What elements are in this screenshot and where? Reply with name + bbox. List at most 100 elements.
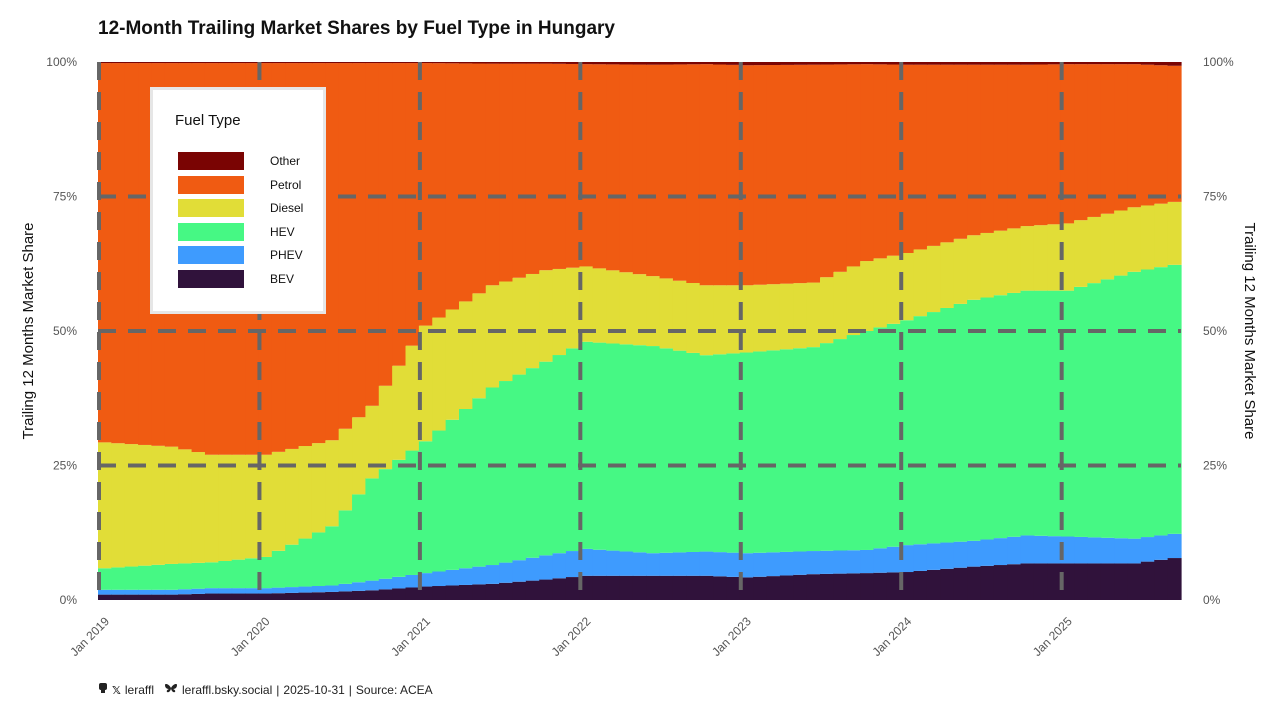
- bar-segment-diesel: [766, 284, 781, 351]
- bar-segment-bev: [926, 569, 941, 600]
- bar-segment-petrol: [1047, 64, 1062, 225]
- bar-segment-bev: [405, 587, 420, 600]
- bar-segment-diesel: [1167, 201, 1182, 265]
- bar-segment-phev: [231, 588, 246, 594]
- bar-segment-hev: [646, 346, 661, 554]
- bar-segment-bev: [178, 594, 193, 600]
- y-tick-label-left: 25%: [53, 459, 77, 473]
- bar-segment-diesel: [138, 444, 153, 566]
- bar-segment-bev: [298, 592, 313, 600]
- bar-segment-other: [231, 62, 246, 64]
- legend-label: HEV: [270, 224, 295, 239]
- bar-segment-hev: [191, 562, 206, 589]
- bar-segment-hev: [472, 398, 487, 567]
- bar-segment-hev: [619, 344, 634, 552]
- bar-segment-bev: [472, 584, 487, 600]
- bar-segment-bev: [311, 592, 326, 600]
- bar-segment-diesel: [565, 267, 580, 349]
- bar-segment-other: [539, 62, 554, 64]
- bar-segment-diesel: [258, 454, 273, 557]
- bar-segment-bev: [285, 592, 300, 600]
- bar-segment-bev: [1140, 561, 1155, 600]
- bar-segment-diesel: [245, 454, 260, 559]
- y-axis-right: 0% 25% 50% 75% 100%: [1203, 55, 1234, 607]
- bar-segment-phev: [1114, 538, 1129, 564]
- bar-segment-bev: [940, 568, 955, 600]
- bar-segment-petrol: [672, 64, 687, 281]
- bar-segment-diesel: [940, 242, 955, 308]
- bar-segment-phev: [1167, 533, 1182, 559]
- bar-segment-other: [445, 62, 460, 64]
- bar-segment-petrol: [418, 63, 433, 326]
- bar-segment-diesel: [1100, 213, 1115, 280]
- bar-segment-phev: [1154, 535, 1169, 560]
- bar-segment-phev: [993, 538, 1008, 566]
- bsky-handle[interactable]: leraffl.bsky.social: [182, 683, 273, 697]
- bar-segment-other: [592, 62, 607, 65]
- bar-segment-diesel: [111, 443, 126, 568]
- bar-segment-petrol: [913, 64, 928, 250]
- bar-segment-bev: [953, 567, 968, 600]
- bar-segment-phev: [967, 540, 982, 567]
- bar-segment-other: [579, 62, 594, 65]
- bar-segment-hev: [539, 361, 554, 556]
- bar-segment-petrol: [525, 63, 540, 274]
- bar-segment-hev: [686, 352, 701, 552]
- bar-segment-hev: [980, 297, 995, 540]
- bar-segment-diesel: [298, 446, 313, 539]
- bar-segment-bev: [378, 589, 393, 600]
- bar-segment-phev: [1033, 535, 1048, 564]
- bar-segment-diesel: [1140, 205, 1155, 270]
- bar-segment-hev: [1100, 279, 1115, 538]
- legend-item-hev: HEV: [178, 222, 318, 243]
- bar-segment-hev: [940, 307, 955, 543]
- bar-segment-diesel: [1033, 225, 1048, 291]
- bar-segment-petrol: [1020, 64, 1035, 227]
- bar-segment-other: [204, 62, 219, 64]
- bar-segment-diesel: [1154, 203, 1169, 268]
- bar-segment-petrol: [472, 63, 487, 294]
- bar-segment-diesel: [432, 317, 447, 431]
- bar-segment-petrol: [1140, 64, 1155, 206]
- legend-label: Diesel: [270, 201, 304, 216]
- bar-segment-other: [1127, 62, 1142, 65]
- bar-segment-diesel: [1074, 220, 1089, 287]
- bar-segment-petrol: [1074, 64, 1089, 221]
- y-tick-label-left: 0%: [60, 593, 78, 607]
- bar-segment-phev: [204, 588, 219, 594]
- bar-segment-other: [1047, 62, 1062, 65]
- bar-segment-petrol: [860, 64, 875, 262]
- bar-segment-bev: [646, 575, 661, 600]
- x-icon: 𝕏: [112, 684, 121, 697]
- bar-segment-phev: [619, 551, 634, 576]
- bar-segment-petrol: [325, 63, 340, 441]
- bar-segment-petrol: [779, 64, 794, 284]
- bar-segment-diesel: [926, 245, 941, 313]
- bar-segment-bev: [392, 588, 407, 600]
- bar-segment-hev: [632, 345, 647, 553]
- bar-segment-petrol: [405, 63, 420, 346]
- bar-segment-other: [98, 62, 112, 64]
- bar-segment-petrol: [793, 64, 808, 284]
- bar-segment-bev: [191, 593, 206, 600]
- bar-segment-petrol: [820, 64, 834, 278]
- bar-segment-diesel: [886, 255, 901, 324]
- legend-swatch: [178, 246, 244, 265]
- bar-segment-other: [753, 62, 768, 66]
- bar-segment-other: [900, 62, 915, 65]
- bar-segment-hev: [886, 323, 901, 547]
- bar-segment-diesel: [820, 277, 834, 344]
- bar-segment-other: [806, 62, 821, 65]
- bar-segment-diesel: [686, 282, 701, 353]
- bar-segment-hev: [325, 526, 340, 586]
- bar-segment-petrol: [1100, 64, 1115, 214]
- bar-segment-hev: [285, 544, 300, 588]
- bar-segment-hev: [258, 556, 273, 589]
- x-handle[interactable]: leraffl: [124, 683, 155, 697]
- bar-segment-hev: [418, 441, 433, 574]
- bar-segment-hev: [565, 348, 580, 552]
- bar-segment-diesel: [311, 443, 326, 533]
- bar-segment-phev: [472, 566, 487, 585]
- bar-segment-petrol: [1127, 64, 1142, 208]
- bar-segment-bev: [699, 575, 714, 600]
